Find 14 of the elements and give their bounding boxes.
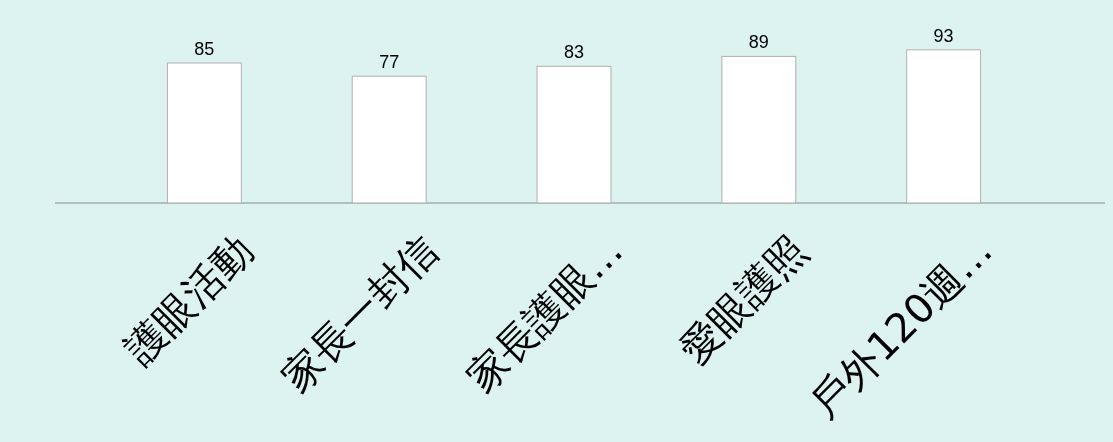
bar	[906, 49, 982, 204]
data-label: 85	[194, 39, 215, 60]
x-tick-label: 護眼活動	[116, 226, 262, 373]
bar	[351, 75, 427, 204]
bar	[166, 62, 242, 204]
data-label: 89	[748, 32, 769, 53]
bar	[536, 65, 612, 204]
x-tick-label: 愛眼護照	[670, 226, 817, 373]
x-tick-label: 家長護眼…	[457, 226, 632, 401]
x-tick-label: 家長一封信	[272, 226, 447, 401]
data-label: 83	[563, 42, 585, 63]
data-label: 93	[933, 25, 954, 46]
bar	[721, 55, 797, 204]
data-label: 77	[379, 52, 400, 73]
